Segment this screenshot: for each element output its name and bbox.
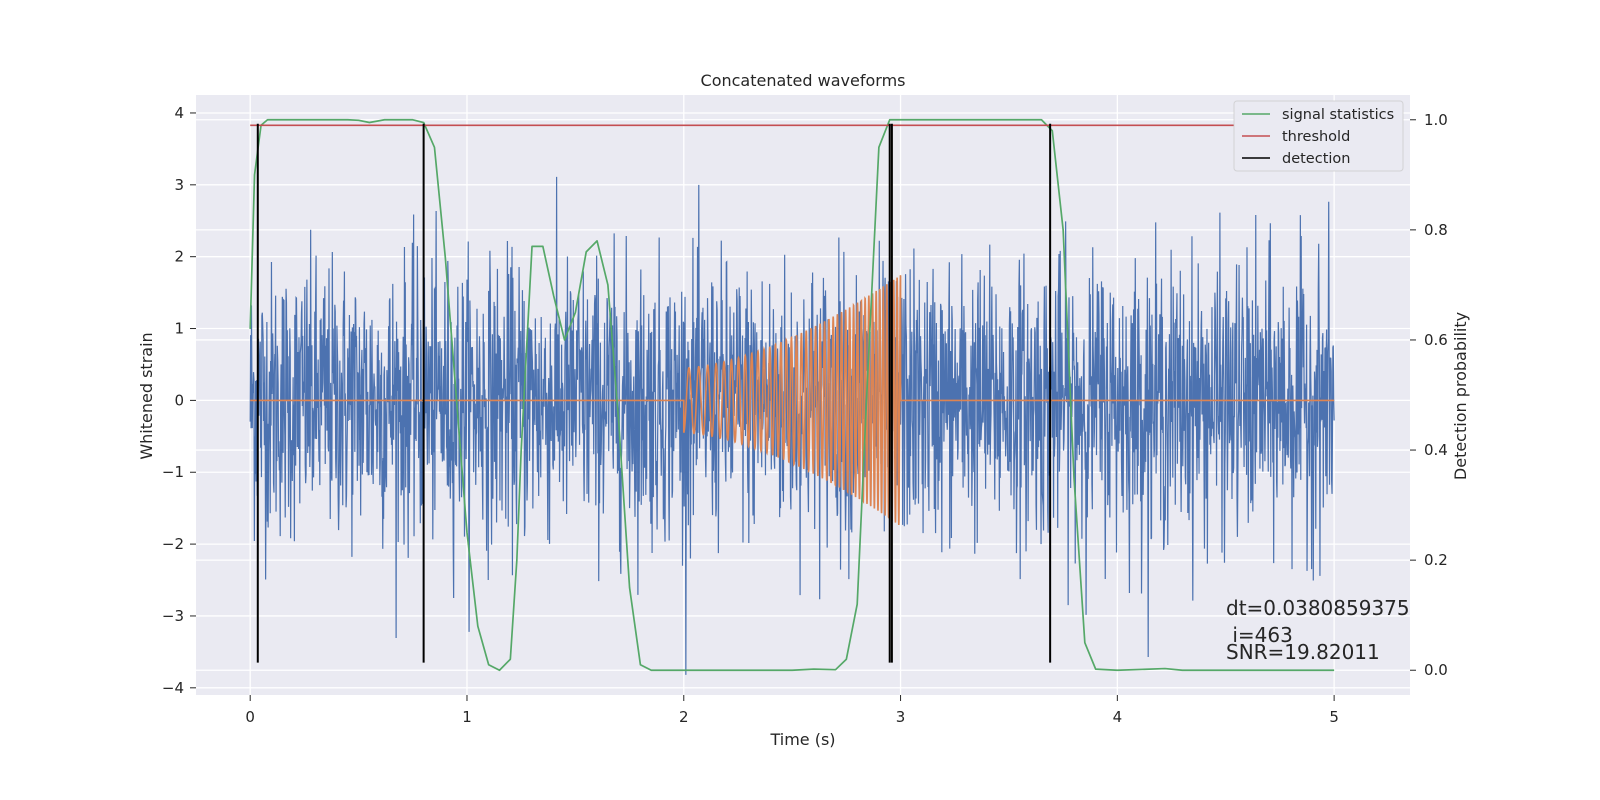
legend: signal statistics threshold detection [1233,100,1404,172]
series-injection [250,275,1335,525]
y2-tick-label: 0.4 [1424,441,1448,459]
chart-title: Concatenated waveforms [701,71,906,90]
x-tick-label: 2 [679,708,689,726]
x-tick-label: 1 [462,708,472,726]
x-axis-label: Time (s) [769,730,835,749]
y-tick-label: 4 [174,104,184,122]
y2-tick-label: 0.8 [1424,221,1448,239]
y-tick-label: 1 [174,320,184,338]
y-tick-label: 0 [174,391,184,409]
x-tick-label: 3 [896,708,906,726]
annotation-snr: SNR=19.82011 [1226,640,1380,664]
x-tick-label: 5 [1329,708,1339,726]
y-axis-label: Whitened strain [137,332,156,459]
annotation-dt: dt=0.0380859375 [1226,596,1410,620]
y-tick-label: 3 [174,176,184,194]
y-tick-label: −1 [162,463,184,481]
y-tick-label: −3 [162,607,184,625]
series-signal-statistics [249,118,1335,672]
legend-label-threshold: threshold [1282,129,1350,145]
y2-tick-label: 0.6 [1424,331,1448,349]
x-tick-label: 4 [1113,708,1123,726]
y-tick-label: 2 [174,248,184,266]
series-layer [249,118,1335,675]
legend-label-signal-statistics: signal statistics [1282,107,1394,123]
y2-tick-label: 0.2 [1424,551,1448,569]
legend-box [1233,100,1404,172]
y-tick-label: −2 [162,535,184,553]
legend-label-detection: detection [1282,151,1350,167]
y2-axis-label: Detection probability [1451,312,1470,480]
x-tick-label: 0 [245,708,255,726]
annotation-index: i=463 [1226,623,1293,647]
y2-tick-label: 1.0 [1424,111,1448,129]
ticks: 0 1 2 3 4 5 −4 −3 −2 −1 0 1 2 3 4 0.0 0.2 0.4 0.6 0.8 1.0 [162,104,1448,726]
y2-tick-label: 0.0 [1424,661,1448,679]
y-tick-label: −4 [162,679,184,697]
